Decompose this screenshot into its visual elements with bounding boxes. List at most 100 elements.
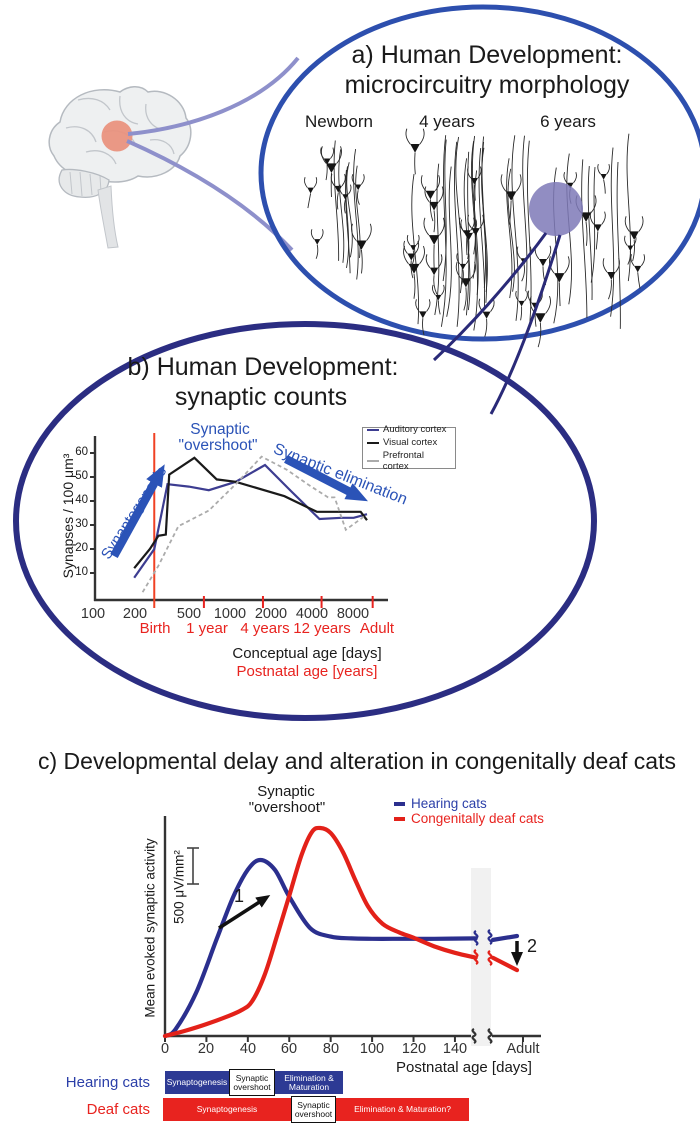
- neuron-dendrites: [630, 254, 645, 289]
- x-tick-8000: 8000: [336, 606, 370, 622]
- neuron-dendrites: [406, 234, 420, 265]
- neuron-soma: [326, 163, 337, 173]
- arrow-2-label: 2: [527, 936, 538, 956]
- deaf-adult-segment: [490, 955, 520, 973]
- dendrite-line: [454, 141, 460, 327]
- dendrite-line: [411, 173, 420, 325]
- neuron-dendrites: [624, 216, 644, 262]
- x-tick-2000: 2000: [254, 606, 288, 622]
- legend-item-deaf: Congenitally deaf cats: [394, 811, 544, 826]
- panel-a-ellipse: [258, 4, 700, 342]
- neuron-soma: [629, 231, 639, 240]
- neuron-soma: [627, 245, 634, 251]
- legend-label-prefrontal: Prefrontal cortex: [382, 450, 424, 472]
- neuron-dendrites: [432, 284, 445, 315]
- neuron-dendrites: [351, 223, 372, 274]
- neuron-dendrites: [515, 290, 528, 321]
- cerebellum-folds: [69, 171, 102, 197]
- brain-illustration: [48, 86, 192, 249]
- zoom-connector-dark-right: [489, 234, 562, 415]
- y-tick-40: 40: [75, 494, 88, 506]
- deaf-cats-timeline-bar: Synaptogenesis Synaptic overshoot Elimin…: [163, 1096, 469, 1123]
- dendrite-line: [442, 139, 447, 282]
- dendrite-line: [345, 169, 351, 274]
- delay-arrow-1: [218, 895, 271, 930]
- legend-label-visual: Visual cortex: [383, 437, 438, 448]
- neuron-soma: [356, 240, 367, 250]
- neuron-field: [500, 133, 645, 348]
- postnatal-label-12years: 12 years: [293, 620, 351, 637]
- neuron-dendrites: [320, 146, 342, 198]
- auditory-cortex-line: [133, 463, 368, 579]
- panel-c-y-axis-label: Mean evoked synaptic activity: [142, 838, 158, 1018]
- visual-line-swatch: [367, 441, 379, 444]
- deaf-cats-chart: [162, 816, 541, 1046]
- hearing-swatch: [394, 801, 405, 806]
- neuron-soma: [435, 294, 442, 301]
- neuron-soma: [534, 313, 546, 323]
- panel-b-legend: Auditory cortex Visual cortex Prefrontal…: [362, 424, 456, 472]
- neuron-dendrites: [310, 229, 324, 259]
- dendrite-line: [506, 158, 513, 299]
- neuron-soma: [425, 190, 436, 200]
- scale-bar-label: 500 μV/mm²: [171, 850, 187, 924]
- neuron-dendrites: [405, 128, 425, 175]
- stage-label-4years: 4 years: [419, 112, 475, 131]
- neuron-soma: [580, 212, 592, 222]
- dendrite-line: [581, 159, 588, 319]
- dendrite-line: [346, 162, 353, 258]
- neuron-dendrites: [467, 166, 482, 201]
- prefrontal-line-swatch: [367, 460, 379, 462]
- neuron-field: [304, 140, 372, 280]
- deaf-synaptogenesis-segment: Synaptogenesis: [163, 1098, 291, 1121]
- dendrite-line: [626, 133, 631, 282]
- dendrite-line: [355, 165, 361, 258]
- neuron-dendrites: [423, 217, 445, 270]
- panel-b-x-axis-label-postnatal: Postnatal age [years]: [236, 663, 378, 680]
- neuron-soma: [538, 258, 548, 267]
- neuron-soma: [505, 191, 517, 201]
- panel-c-overshoot-line2: "overshoot": [248, 799, 326, 816]
- neuron-soma: [354, 184, 362, 191]
- dendrite-line: [440, 135, 447, 327]
- legend-label-hearing: Hearing cats: [411, 796, 487, 811]
- synaptic-elimination-arrow: [284, 455, 369, 502]
- brain-stem: [97, 185, 119, 249]
- c-x-tick-60: 60: [280, 1041, 298, 1057]
- postnatal-label-birth: Birth: [139, 620, 171, 637]
- dendrite-line: [511, 135, 519, 321]
- dendrite-line: [526, 140, 532, 331]
- dendrite-line: [333, 140, 340, 261]
- neuron-soma: [408, 263, 420, 274]
- panel-a-title-line2: microcircuitry morphology: [344, 71, 630, 99]
- postnatal-label-4years: 4 years: [240, 620, 290, 637]
- stage-label-newborn: Newborn: [304, 112, 374, 131]
- neuron-soma: [607, 272, 616, 280]
- neuron-soma: [410, 245, 417, 251]
- panel-b-x-axis-label-conceptual: Conceptual age [days]: [232, 645, 382, 662]
- hearing-cats-timeline-bar: Synaptogenesis Synaptic overshoot Elimin…: [165, 1069, 343, 1096]
- legend-item-prefrontal: Prefrontal cortex: [367, 450, 451, 472]
- break-squiggles: [471, 929, 493, 1044]
- neuron-dendrites: [415, 299, 431, 336]
- dendrite-line: [478, 148, 486, 311]
- neuron-soma: [419, 311, 427, 319]
- neuron-soma: [307, 187, 314, 194]
- prefrontal-cortex-line: [141, 455, 365, 593]
- visual-cortex-line: [133, 456, 368, 569]
- neuron-dendrites: [425, 254, 443, 295]
- dendrite-line: [616, 161, 621, 329]
- y-tick-10: 10: [75, 566, 88, 578]
- synaptogenesis-arrow: [110, 464, 165, 559]
- neuron-dendrites: [304, 177, 318, 209]
- legend-item-hearing: Hearing cats: [394, 796, 544, 811]
- brain-region-highlight: [101, 120, 133, 152]
- neuron-soma: [342, 194, 349, 200]
- neuron-soma: [554, 273, 565, 283]
- neuron-dendrites: [403, 240, 420, 279]
- panel-c-x-axis-label: Postnatal age [days]: [396, 1059, 532, 1076]
- neuron-dendrites: [339, 184, 352, 214]
- synaptic-counts-chart: [90, 433, 388, 608]
- scale-bar: [187, 847, 199, 885]
